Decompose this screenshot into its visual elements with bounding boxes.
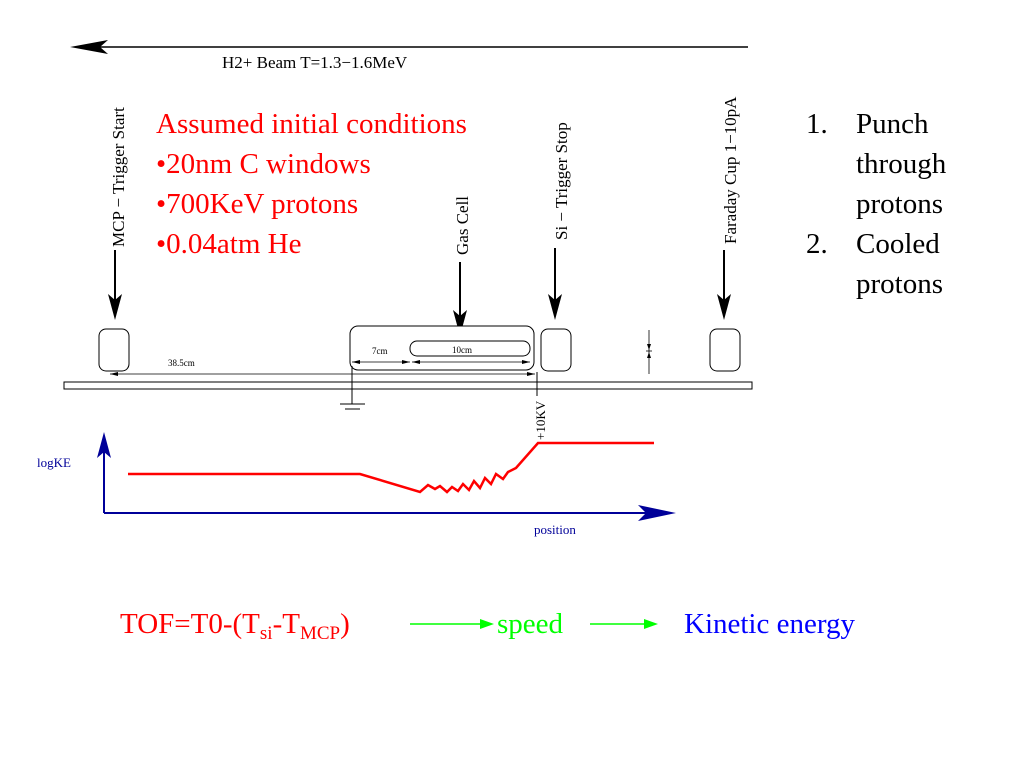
gas-cell-arrow: [453, 262, 467, 336]
voltage-label: +10KV: [533, 400, 548, 440]
gas-cell-inner: [409, 340, 531, 357]
mcp-detector: [98, 328, 130, 372]
arrow-to-kinetic: [590, 619, 658, 629]
speed-label: speed: [497, 608, 564, 640]
height-marker: [646, 330, 652, 374]
faraday-cup: [709, 328, 741, 372]
condition-helium: •0.04atm He: [156, 228, 302, 260]
si-detector: [540, 328, 572, 372]
faraday-cup-label: Faraday Cup 1−10pA: [721, 96, 740, 244]
beam-label: H2+ Beam T=1.3−1.6MeV: [222, 53, 408, 72]
condition-protons: •700KeV protons: [156, 188, 359, 220]
kinetic-energy-label: Kinetic energy: [684, 608, 855, 640]
cell-length-label: 10cm: [452, 345, 472, 355]
dimension-mcp: [110, 372, 535, 376]
mcp-arrow: [108, 250, 122, 320]
y-axis-label: logKE: [37, 455, 71, 470]
list-number: 1.: [806, 108, 828, 140]
arrow-to-speed: [410, 619, 494, 629]
list-line: through: [856, 148, 947, 180]
condition-windows: •20nm C windows: [156, 148, 371, 180]
list-line: protons: [856, 268, 943, 300]
gas-cell-label: Gas Cell: [453, 196, 472, 255]
tof-prefix: TOF=T0-(T: [120, 608, 260, 640]
list-line: protons: [856, 188, 943, 220]
numbered-list: 1. Punch through protons 2. Cooled proto…: [806, 104, 946, 304]
tof-close: ): [340, 608, 350, 640]
tof-formula: TOF=T0-(Tsi-TMCP): [120, 604, 350, 644]
list-item: 1. Punch through protons: [806, 104, 946, 224]
beam-arrow: [70, 40, 748, 54]
dimension-cell: [412, 360, 530, 364]
si-subscript: si: [259, 623, 273, 644]
tof-dash: -T: [272, 608, 300, 640]
list-item: 2. Cooled protons: [806, 224, 946, 304]
conditions-heading: Assumed initial conditions: [156, 108, 467, 140]
list-line: Cooled: [856, 228, 940, 260]
conditions-block: Assumed initial conditions •20nm C windo…: [156, 104, 467, 264]
mcp-distance-label: 38.5cm: [168, 358, 195, 368]
energy-curve: [128, 441, 654, 494]
si-arrow: [548, 248, 562, 320]
list-line: Punch: [856, 108, 929, 140]
mcp-label: MCP − Trigger Start: [109, 107, 128, 247]
gap-label: 7cm: [372, 346, 388, 356]
y-axis: [97, 432, 111, 513]
faraday-cup-arrow: [717, 250, 731, 320]
dimension-gap: [352, 360, 410, 364]
x-axis: [104, 505, 676, 521]
si-label: Si − Trigger Stop: [552, 122, 571, 240]
x-axis-label: position: [534, 522, 576, 537]
ground-symbol: [340, 366, 365, 410]
mcp-subscript: MCP: [299, 623, 341, 644]
beamline-rail: [63, 381, 753, 390]
list-number: 2.: [806, 228, 828, 260]
